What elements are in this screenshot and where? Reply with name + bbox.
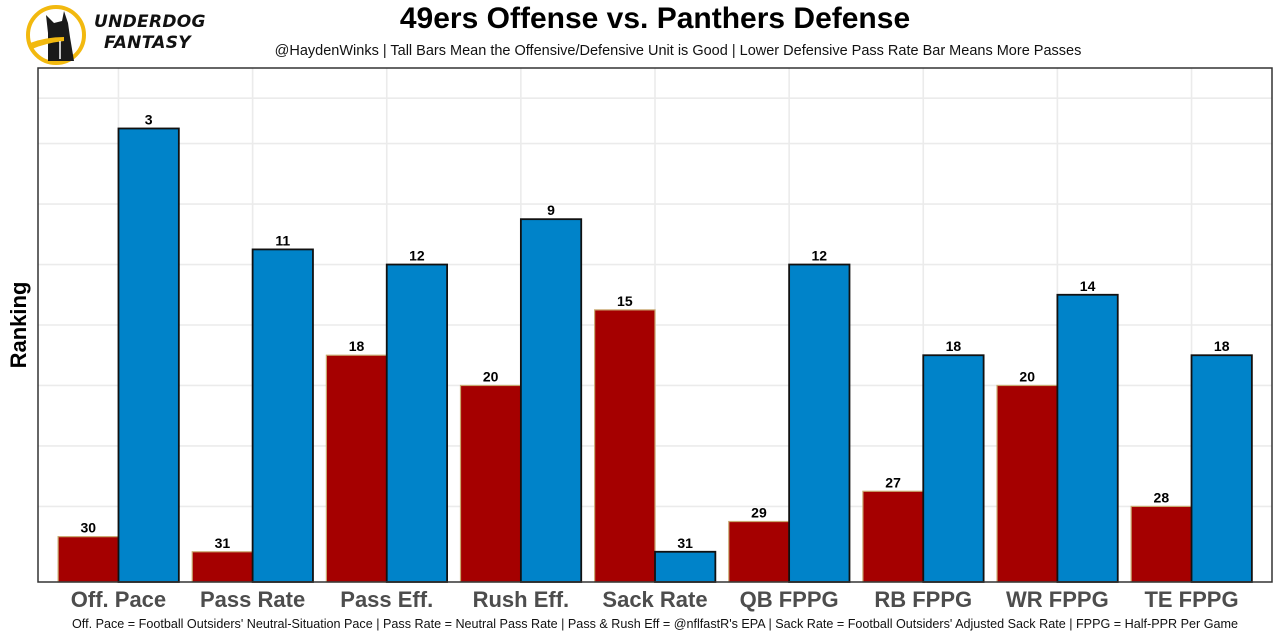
bars <box>57 127 1253 583</box>
defense-data-label: 11 <box>275 232 290 248</box>
offense-bar <box>594 309 656 583</box>
offense-bar <box>57 536 120 583</box>
offense-data-label: 28 <box>1154 489 1170 505</box>
chart-subtitle: @HaydenWinks | Tall Bars Mean the Offens… <box>274 43 1082 59</box>
defense-bar <box>519 218 583 583</box>
defense-bar <box>1190 354 1253 583</box>
defense-bar <box>1056 293 1119 583</box>
brand-wordmark: UNDERDOG FANTASY <box>94 12 206 54</box>
x-tick-label: Rush Eff. <box>473 587 570 612</box>
defense-data-label: 12 <box>812 248 828 264</box>
defense-data-label: 12 <box>409 248 425 264</box>
offense-data-label: 29 <box>751 505 767 521</box>
data-labels: 30 3 31 11 18 12 20 9 15 31 29 12 27 18 20 14 28 18 <box>81 111 1230 550</box>
x-tick-label: Sack Rate <box>602 587 707 612</box>
offense-data-label: 20 <box>483 368 499 384</box>
x-tick-label: RB FPPG <box>874 587 972 612</box>
offense-bar <box>996 384 1058 583</box>
x-tick-label: WR FPPG <box>1006 587 1109 612</box>
defense-bar <box>788 263 851 583</box>
defense-data-label: 18 <box>946 338 962 354</box>
offense-data-label: 15 <box>617 293 633 309</box>
x-tick-label: TE FPPG <box>1144 587 1238 612</box>
defense-bar <box>654 550 717 583</box>
defense-data-label: 18 <box>1214 338 1230 354</box>
plot-panel-border <box>37 67 1273 583</box>
offense-bar <box>191 551 254 583</box>
defense-bar <box>251 248 314 583</box>
x-tick-label: Off. Pace <box>71 587 166 612</box>
underdog-dog-logo-icon <box>26 5 86 65</box>
defense-bar <box>922 354 985 583</box>
defense-bar <box>385 263 448 583</box>
x-tick-labels: Off. Pace Pass Rate Pass Eff. Rush Eff. Sack… <box>71 587 1239 612</box>
offense-data-label: 30 <box>81 520 97 536</box>
offense-bar <box>1130 505 1193 583</box>
offense-bar <box>862 490 924 583</box>
brand-line-1: UNDERDOG <box>94 12 206 32</box>
defense-data-label: 14 <box>1080 278 1096 294</box>
offense-bar <box>459 384 522 583</box>
offense-data-label: 20 <box>1019 368 1035 384</box>
x-tick-label: Pass Rate <box>200 587 305 612</box>
defense-data-label: 3 <box>145 111 153 127</box>
offense-data-label: 27 <box>885 474 901 490</box>
defense-data-label: 9 <box>547 202 555 218</box>
brand-line-2: FANTASY <box>104 33 191 53</box>
offense-bar <box>728 520 790 583</box>
chart-caption: Off. Pace = Football Outsiders' Neutral-… <box>72 617 1238 631</box>
offense-bar <box>325 354 388 583</box>
offense-data-label: 31 <box>215 535 231 551</box>
chart-title: 49ers Offense vs. Panthers Defense <box>399 2 911 35</box>
offense-data-label: 18 <box>349 338 365 354</box>
x-tick-label: Pass Eff. <box>340 587 433 612</box>
x-tick-label: QB FPPG <box>740 587 839 612</box>
defense-data-label: 31 <box>677 535 693 551</box>
defense-bar <box>117 127 180 583</box>
